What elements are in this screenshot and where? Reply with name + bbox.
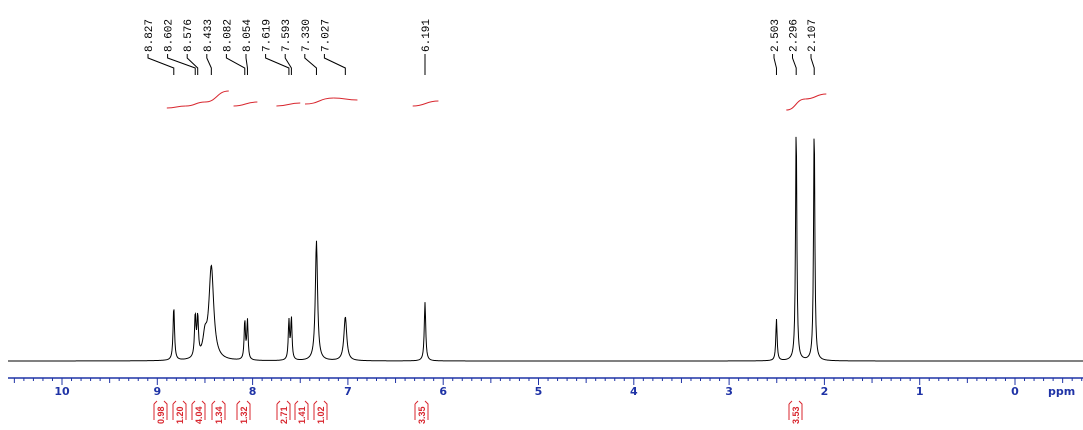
x-tick-label: 3 [725,385,733,398]
peak-label: 7.593 [281,19,293,52]
peak-connector-line [305,54,317,75]
peak-label: 2.296 [789,19,801,52]
spectrum-trace [8,137,1083,361]
peak-label: 6.191 [421,19,433,52]
x-tick-label: 0 [1011,385,1019,398]
peak-connector-line [168,54,196,75]
integral-value-label: 4.04 [194,406,204,424]
integral-value-label: 1.02 [316,406,326,424]
peak-label: 2.107 [807,19,819,52]
integral-curve [276,103,300,106]
x-tick-label: 8 [249,385,257,398]
peak-label-layer: 8.827 8.602 8.576 8.433 8.082 8.054 7.619 7.593… [144,19,819,75]
peak-connector-line [246,54,247,75]
peak-connector-line [811,54,814,75]
x-tick-label: 4 [630,385,638,398]
peak-label: 2.503 [770,19,782,52]
peak-label: 8.576 [183,19,195,52]
integral-value-label: 3.53 [791,406,801,424]
integral-curve-layer [167,91,826,110]
peak-connector-line [226,54,244,75]
integral-curve [305,98,334,104]
integral-value-label: 3.35 [417,406,427,424]
x-tick-label: 2 [821,385,829,398]
ppm-unit-label: ppm [1048,385,1075,398]
x-tick-label: 6 [439,385,447,398]
peak-connector-line [148,54,174,75]
peak-connector-line [207,54,212,75]
peak-label: 7.027 [320,19,332,52]
integral-curve [167,106,186,108]
peak-label: 8.054 [242,19,254,52]
integral-curve [186,102,205,106]
integral-value-label: 0.98 [156,406,166,424]
x-tick-label: 10 [54,385,70,398]
integral-curve [334,98,358,100]
integral-value-layer: 0.98 1.20 4.04 1.34 1.32 2.71 1.41 1.02 3.35 3.53 [154,401,802,424]
integral-value-label: 1.34 [214,406,224,424]
integral-curve [805,94,826,99]
x-tick-label: 1 [916,385,924,398]
peak-label: 8.082 [222,19,234,52]
peak-label: 7.619 [262,19,274,52]
integral-curve [205,91,229,102]
integral-curve [234,102,258,106]
peak-label: 8.602 [164,19,176,52]
peak-label: 7.330 [301,19,313,52]
peak-label: 8.433 [203,19,215,52]
x-tick-label: 5 [535,385,543,398]
peak-connector-line [774,54,776,75]
integral-curve [786,99,805,110]
x-tick-label: 9 [153,385,161,398]
peak-connector-line [285,54,291,75]
integral-value-label: 1.41 [297,406,307,424]
integral-curve [413,101,439,106]
peak-connector-line [793,54,797,75]
integral-value-label: 2.71 [279,406,289,424]
x-tick-label: 7 [344,385,352,398]
peak-connector-line [324,54,345,75]
peak-connector-line [187,54,198,75]
integral-value-label: 1.32 [239,406,249,424]
integral-value-label: 1.20 [175,406,185,424]
ppm-axis: ppm 10 9 8 7 6 5 4 3 2 1 0 [8,378,1083,398]
peak-label: 8.827 [144,19,156,52]
